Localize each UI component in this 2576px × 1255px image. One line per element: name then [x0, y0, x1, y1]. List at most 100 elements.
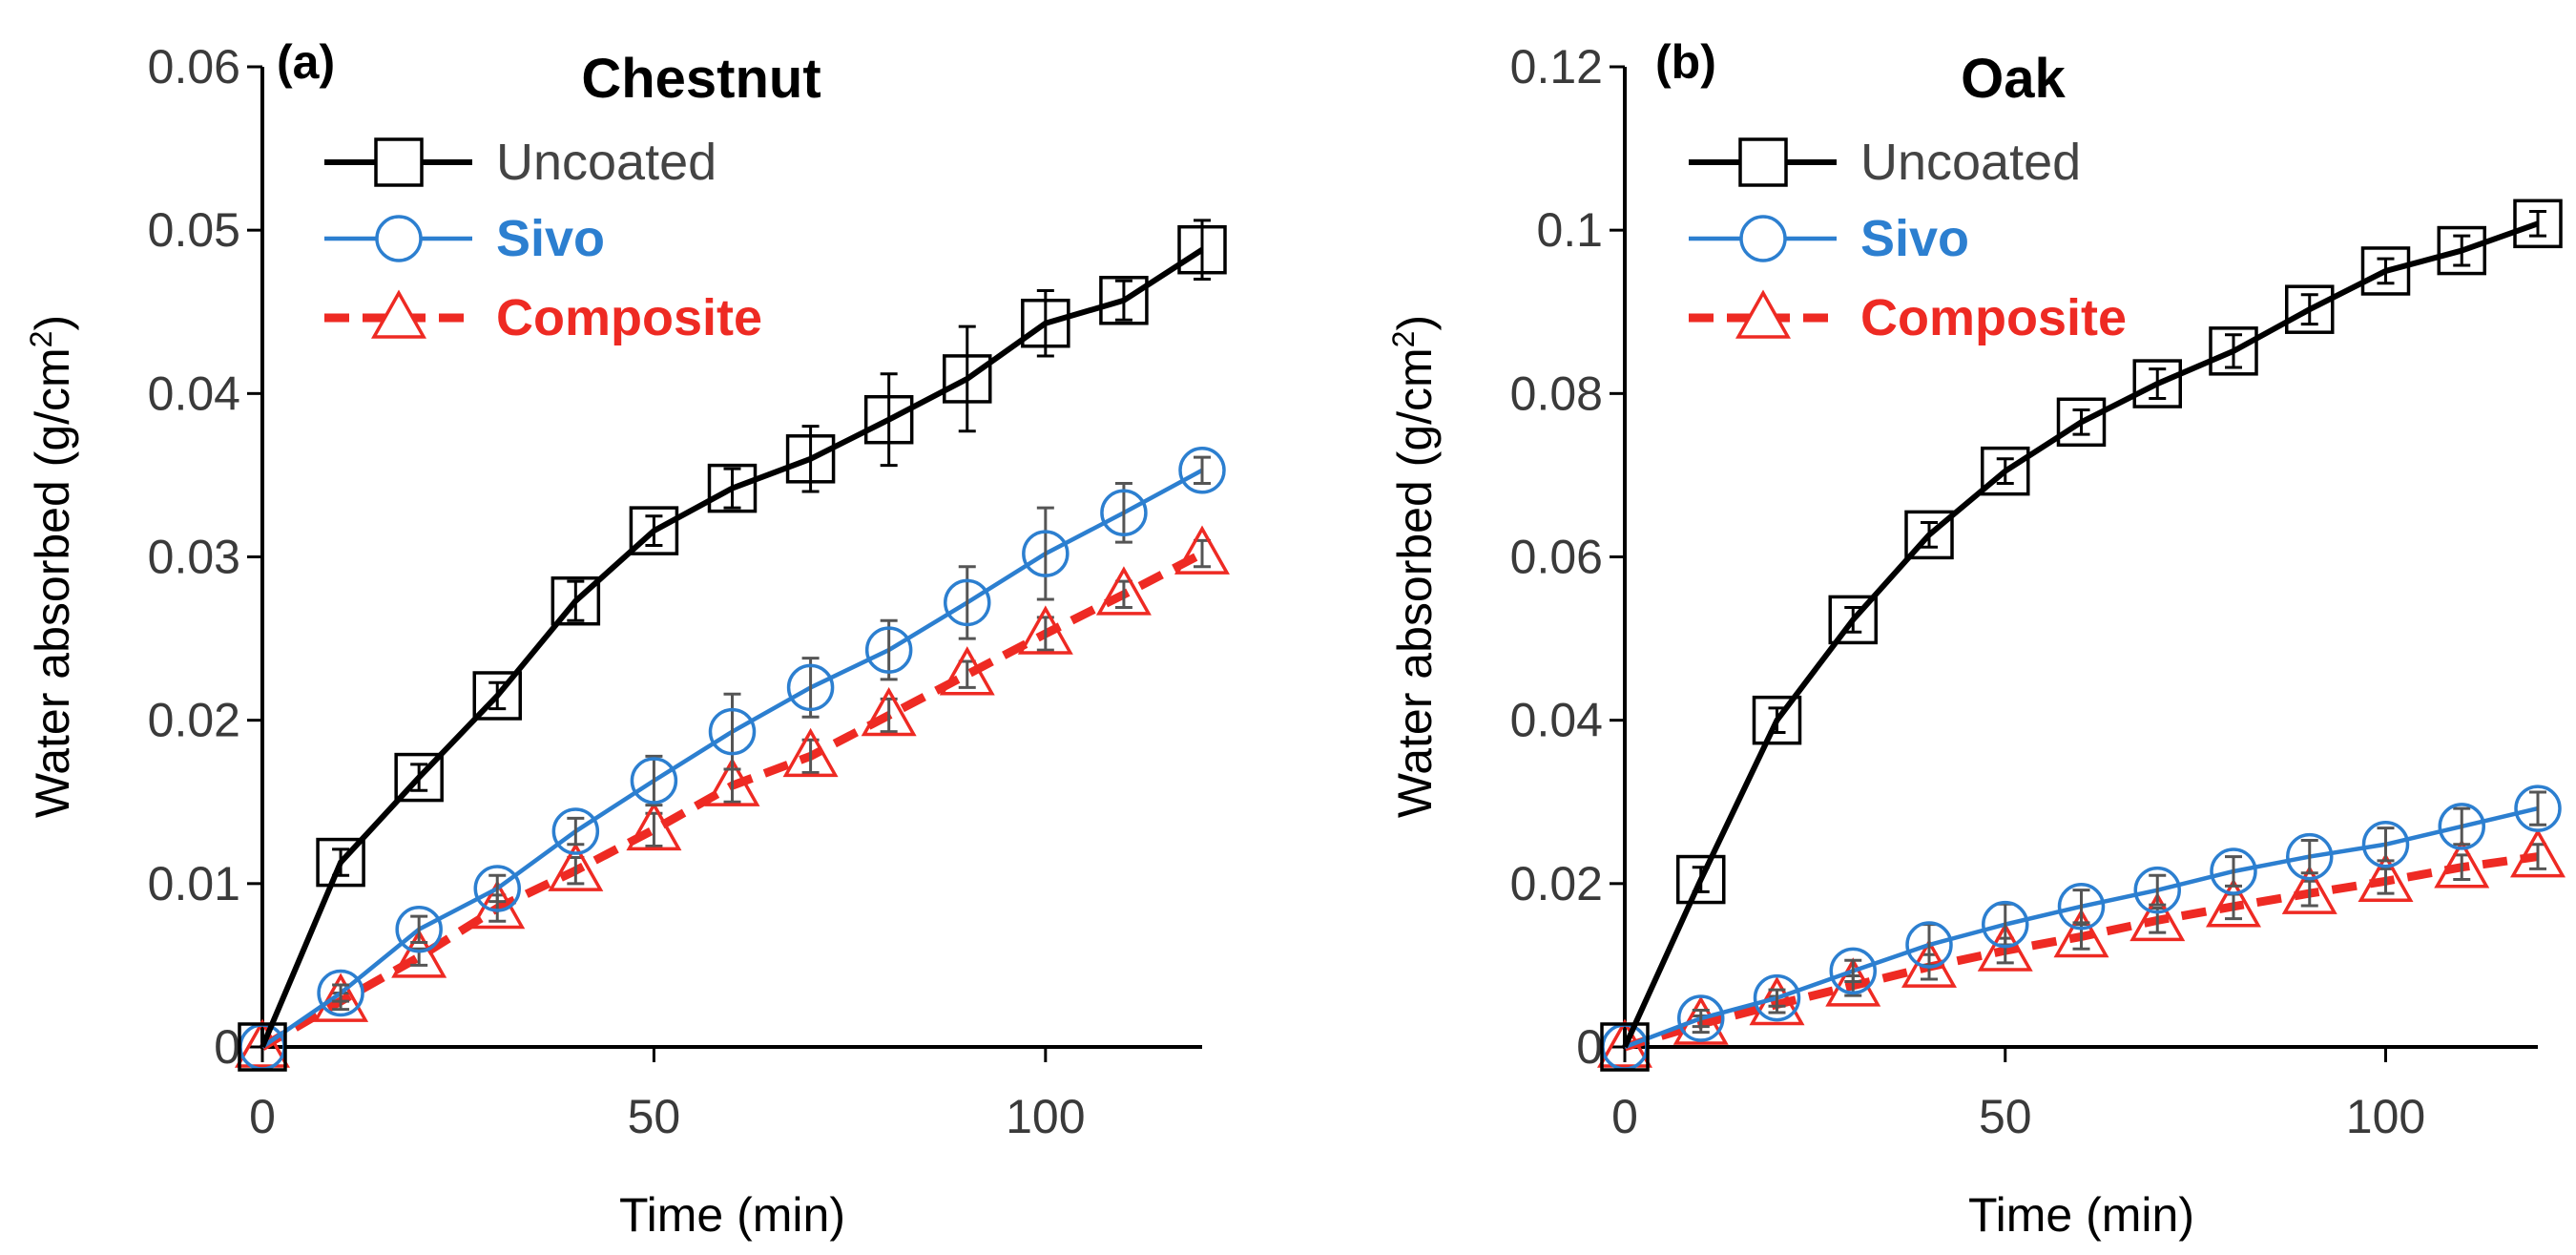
legend-label: Sivo	[496, 210, 605, 267]
data-point-triangle	[235, 1018, 290, 1068]
data-point-circle	[2438, 803, 2485, 850]
y-tick-label: 0.05	[148, 203, 240, 257]
data-point-circle	[1829, 947, 1877, 995]
series-line	[260, 247, 1204, 1049]
data-point-circle	[1753, 973, 1801, 1022]
data-point-circle	[1982, 900, 2029, 949]
data-point-circle	[2057, 883, 2106, 931]
data-point-triangle	[2053, 908, 2109, 958]
data-point-circle	[2210, 847, 2257, 895]
y-tick-label: 0.04	[1510, 694, 1603, 747]
data-point-triangle	[782, 727, 839, 778]
data-point-square	[2437, 225, 2486, 276]
legend-marker-triangle	[371, 289, 426, 339]
data-point-triangle	[2510, 828, 2566, 878]
data-point-circle	[473, 865, 521, 912]
data-point-square	[2132, 359, 2182, 408]
legend-label: Composite	[1860, 289, 2127, 346]
chart-title: Chestnut	[581, 48, 821, 110]
x-axis-label: Time (min)	[1968, 1188, 2194, 1242]
x-tick-label: 50	[628, 1090, 681, 1143]
legend-label: Sivo	[1860, 210, 1969, 267]
data-point-square	[472, 671, 522, 721]
x-tick-label: 0	[249, 1090, 276, 1143]
y-axis-label: Water absorbed (g/cm2)	[24, 315, 79, 818]
data-point-square	[394, 752, 444, 803]
data-point-square	[2285, 284, 2335, 334]
data-point-triangle	[861, 686, 917, 737]
data-point-triangle	[1174, 525, 1230, 575]
data-point-square	[707, 463, 758, 513]
legend: Uncoated Sivo Composite	[1689, 134, 2127, 346]
data-point-triangle	[391, 929, 447, 978]
data-point-triangle	[548, 842, 604, 891]
data-point-circle	[317, 969, 364, 1017]
data-point-circle	[630, 757, 678, 805]
data-point-triangle	[2281, 865, 2337, 914]
data-point-square	[1828, 595, 1878, 645]
data-point-square	[238, 1022, 287, 1072]
data-point-triangle	[2129, 891, 2186, 942]
legend-label: Uncoated	[1860, 134, 2081, 191]
data-point-circle	[944, 578, 991, 627]
data-point-square	[1099, 276, 1149, 325]
data-point-square	[1021, 298, 1070, 348]
data-point-circle	[551, 807, 600, 855]
series-composite	[235, 525, 1230, 1068]
data-point-triangle	[2434, 839, 2490, 889]
x-tick-label: 0	[1611, 1090, 1638, 1143]
data-point-circle	[395, 906, 443, 953]
chart-panel-b: 0 0.02 0.04 0.06 0.08 0.1 0.12 0 50 100 Time (min)…	[1386, 35, 2566, 1242]
chart-title: Oak	[1961, 48, 2066, 110]
y-tick-label: 0.01	[148, 857, 240, 910]
data-point-triangle	[1977, 922, 2033, 972]
data-point-circle	[864, 626, 913, 674]
data-point-circle	[2361, 821, 2410, 868]
data-point-square	[1676, 854, 1726, 905]
data-point-square	[1904, 510, 1954, 560]
legend: Uncoated Sivo Composite	[324, 134, 762, 346]
data-point-circle	[2286, 832, 2334, 881]
x-tick-label: 50	[1979, 1090, 2032, 1143]
chart-panel-a: 0 0.01 0.02 0.03 0.04 0.05 0.06 0 50 100 Time (min…	[24, 35, 1230, 1242]
data-point-triangle	[939, 646, 995, 696]
data-point-circle	[1178, 447, 1226, 494]
data-point-square	[629, 506, 679, 555]
panel-label: (a)	[277, 35, 335, 89]
data-point-square	[1177, 224, 1227, 275]
y-tick-label: 0.06	[1510, 531, 1603, 584]
data-point-square	[785, 434, 836, 484]
legend-label: Composite	[496, 289, 762, 346]
legend-label: Uncoated	[496, 134, 717, 191]
data-point-circle	[708, 707, 757, 756]
series-composite	[1597, 828, 2566, 1068]
x-tick-label: 100	[1006, 1090, 1085, 1143]
data-point-circle	[1022, 530, 1070, 577]
y-tick-label: 0	[214, 1020, 240, 1074]
data-point-triangle	[1825, 957, 1881, 1007]
series-sivo	[1601, 784, 2562, 1071]
series-sivo	[239, 447, 1226, 1071]
legend-marker-square	[1738, 137, 1788, 187]
y-tick-label: 0.04	[148, 366, 240, 420]
data-point-square	[316, 837, 365, 888]
data-point-circle	[1100, 489, 1148, 537]
y-axis-label: Water absorbed (g/cm2)	[1386, 315, 1442, 818]
data-point-circle	[786, 663, 835, 712]
y-tick-label: 0.06	[148, 40, 240, 94]
series-uncoated	[238, 219, 1227, 1072]
data-point-circle	[1677, 994, 1725, 1042]
legend-marker-triangle	[1735, 289, 1791, 339]
data-point-triangle	[313, 973, 369, 1022]
y-tick-label: 0.02	[148, 694, 240, 747]
data-point-square	[2056, 397, 2107, 448]
data-point-square	[1981, 446, 2030, 496]
data-point-square	[1600, 1022, 1650, 1072]
x-axis-label: Time (min)	[619, 1188, 845, 1242]
data-point-square	[2360, 246, 2411, 296]
y-tick-label: 0.02	[1510, 857, 1603, 910]
y-tick-label: 0.08	[1510, 366, 1603, 420]
y-tick-label: 0.03	[148, 531, 240, 584]
panel-label: (b)	[1655, 35, 1716, 89]
